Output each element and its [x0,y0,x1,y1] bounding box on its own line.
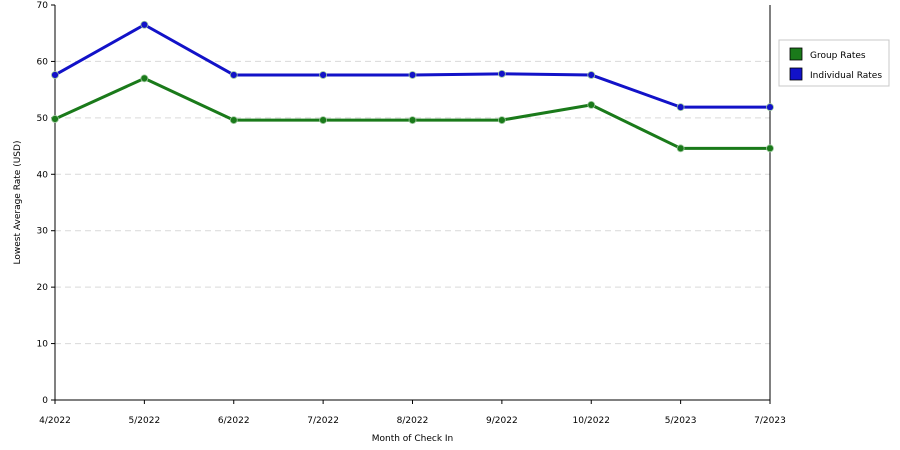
data-point [51,115,59,123]
data-point [587,71,596,79]
series-individual-rates [51,20,774,112]
data-point [408,116,417,125]
data-point [140,20,149,29]
y-tick-label: 70 [37,1,49,11]
y-axis-label: Lowest Average Rate (USD) [13,141,23,265]
y-axis-ticks: 0 10 20 30 40 50 60 70 [37,1,55,406]
x-axis-label: Month of Check In [372,434,454,444]
data-point [408,71,417,79]
x-tick-label: 9/2022 [486,416,518,426]
series-lines [51,20,774,153]
series-line [54,76,770,150]
data-point [319,116,328,125]
x-tick-label: 5/2023 [665,416,697,426]
axes [54,5,771,401]
y-tick-label: 60 [37,57,49,67]
x-tick-label: 7/2023 [754,416,786,426]
legend-swatch [789,67,803,81]
x-tick-label: 8/2022 [397,416,429,426]
x-tick-label: 6/2022 [218,416,250,426]
data-point [229,116,238,125]
data-point [51,71,59,79]
legend: Group Rates Individual Rates [778,39,890,87]
data-point [766,103,774,112]
data-point [587,100,596,109]
x-tick-label: 7/2022 [307,416,339,426]
y-tick-label: 10 [37,340,49,350]
series-group-rates [51,74,774,153]
y-tick-label: 50 [37,114,49,124]
y-tick-label: 40 [37,170,49,180]
x-axis-ticks: 4/2022 5/2022 6/2022 7/2022 8/2022 9/2022 10/2… [39,400,786,426]
x-tick-label: 10/2022 [573,416,610,426]
data-point [676,103,685,112]
grid-lines [55,60,770,345]
series-line [54,23,770,109]
y-tick-label: 0 [42,396,48,406]
data-point [229,71,238,79]
legend-label: Group Rates [810,51,866,61]
data-point [140,74,149,83]
data-point [766,144,774,153]
data-point [497,116,506,125]
x-tick-label: 5/2022 [129,416,161,426]
data-point [497,69,506,78]
legend-label: Individual Rates [810,71,882,81]
x-tick-label: 4/2022 [39,416,71,426]
legend-swatch [789,47,803,61]
y-tick-label: 30 [37,227,49,237]
data-point [676,144,685,153]
y-tick-label: 20 [37,283,49,293]
data-point [319,71,328,79]
